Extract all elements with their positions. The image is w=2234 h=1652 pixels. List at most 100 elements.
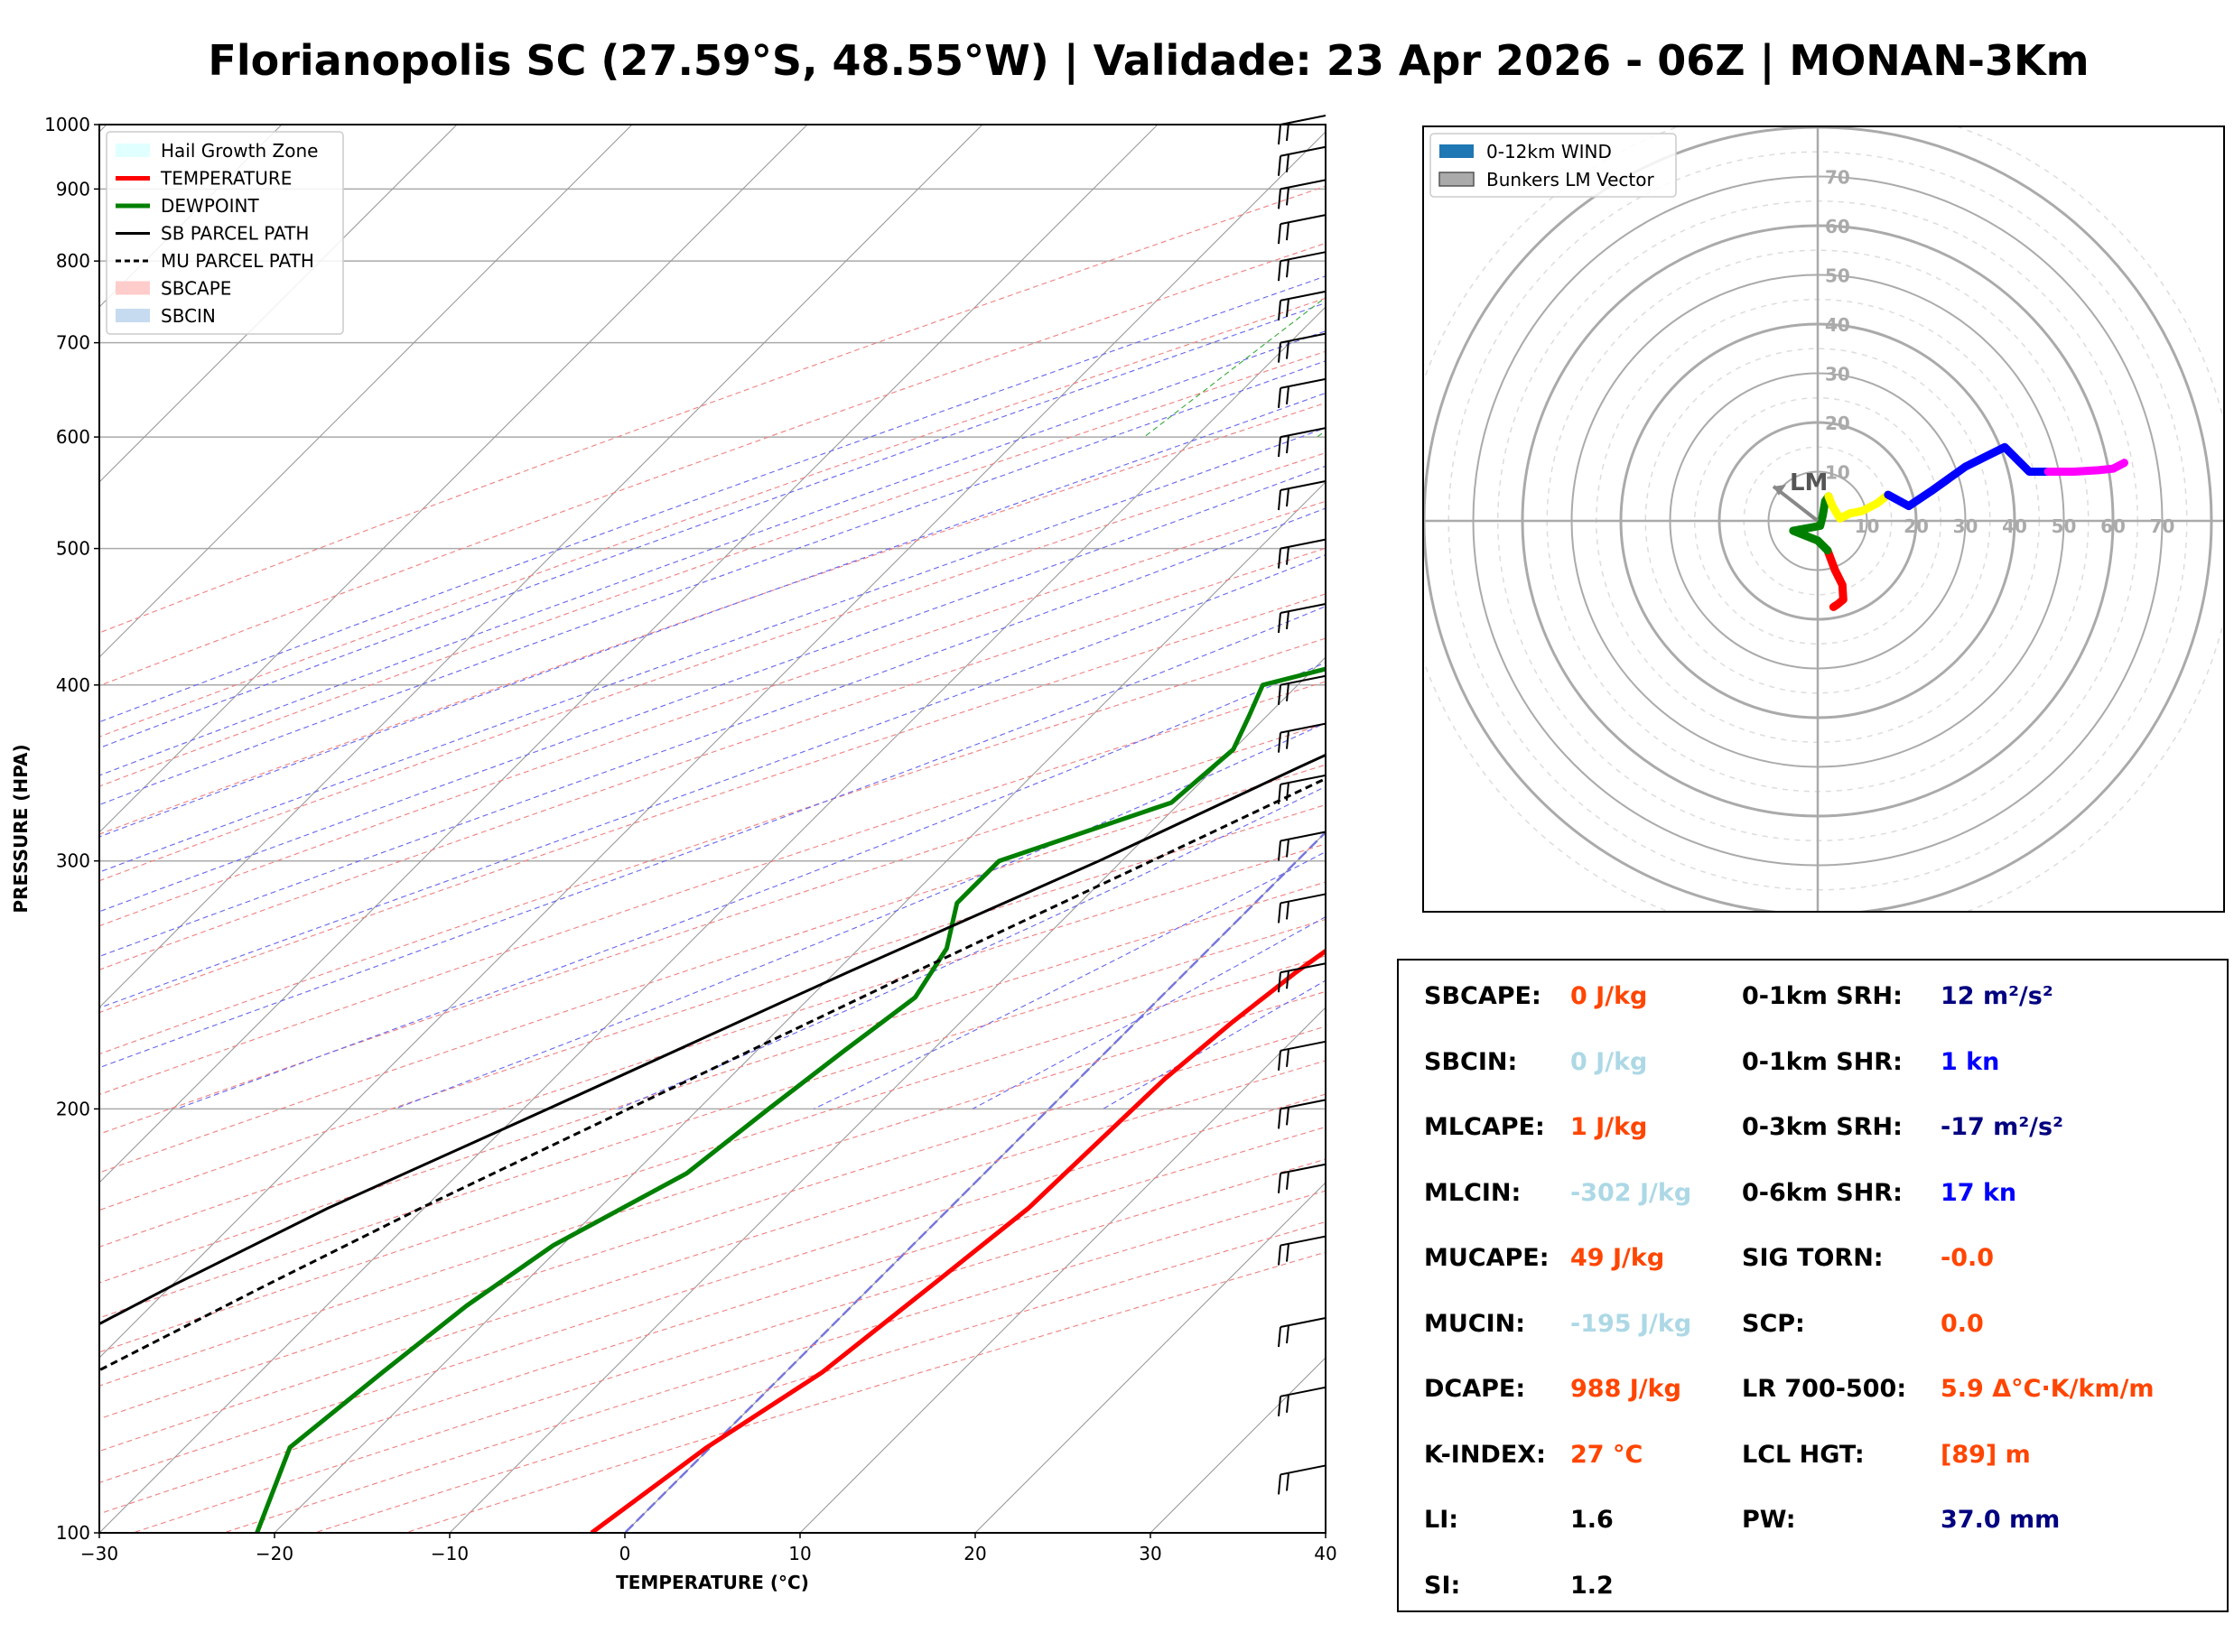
dry-adiabat — [99, 881, 1326, 1284]
wind-barb — [1278, 1386, 1326, 1416]
wind-barb — [1278, 214, 1326, 245]
hodograph-ring-label: 30 — [1825, 364, 1850, 385]
dry-adiabat — [99, 955, 1326, 1353]
legend-label: SB PARCEL PATH — [161, 223, 309, 245]
wind-barb — [1278, 1163, 1326, 1193]
temperature-tick-label: 40 — [1314, 1543, 1336, 1564]
stat-label: MLCIN: — [1424, 1178, 1522, 1207]
skewt-xlabel: TEMPERATURE (°C) — [616, 1572, 809, 1593]
freezing-isotherm — [624, 831, 1326, 1533]
isotherm — [99, 125, 808, 833]
legend-label: 0-12km WIND — [1486, 141, 1612, 162]
stat-value: 988 J/kg — [1570, 1375, 1681, 1403]
wind-barb — [1278, 179, 1326, 209]
bunkers-lm-label: LM — [1790, 469, 1828, 497]
mixing-ratio-line — [2058, 125, 2234, 437]
isotherm — [799, 1007, 1326, 1533]
dry-adiabat — [99, 297, 1326, 738]
wind-barb — [1278, 115, 1326, 145]
moist-adiabat — [99, 427, 1326, 873]
wind-barb — [1278, 1040, 1326, 1071]
moist-adiabat — [99, 330, 1326, 776]
hodograph-segment — [1824, 490, 1893, 523]
stat-label: PW: — [1742, 1506, 1796, 1534]
stat-label: DCAPE: — [1424, 1375, 1526, 1403]
wind-barb — [1278, 831, 1326, 861]
stat-label: 0-1km SHR: — [1742, 1047, 1903, 1076]
temperature-tick-label: 20 — [963, 1543, 986, 1564]
legend-swatch — [1439, 144, 1474, 158]
hodograph-ring-label: 20 — [1825, 413, 1850, 434]
hodograph-legend — [1429, 133, 1677, 198]
pressure-tick-label: 1000 — [44, 114, 90, 135]
dry-adiabat — [99, 681, 1326, 1096]
stat-value: 5.9 Δ°C·K/km/m — [1941, 1375, 2155, 1403]
isotherm — [449, 656, 1326, 1533]
temperature-tick-label: −20 — [256, 1543, 293, 1564]
pressure-tick-label: 900 — [56, 178, 90, 200]
hodograph-ring-label: 70 — [2150, 515, 2175, 537]
dry-adiabat — [99, 242, 1326, 687]
stat-value: -195 J/kg — [1570, 1309, 1692, 1338]
hodograph-ring-label: 70 — [1825, 167, 1850, 189]
hodograph-segment — [1823, 546, 1848, 611]
wind-barb — [1278, 674, 1326, 705]
stat-value: -0.0 — [1941, 1244, 1995, 1272]
stat-value: 1 J/kg — [1570, 1113, 1648, 1141]
pressure-tick-label: 400 — [56, 674, 90, 696]
pressure-tick-label: 600 — [56, 426, 90, 448]
isotherm — [99, 306, 1326, 1533]
hodograph-ring-label: 50 — [2052, 515, 2077, 537]
dry-adiabat — [99, 185, 1326, 634]
hodograph-segment — [1789, 492, 1833, 555]
pressure-tick-label: 100 — [56, 1522, 90, 1544]
wind-barb — [1278, 1317, 1326, 1348]
wind-barb — [1278, 538, 1326, 569]
stat-value: -17 m²/s² — [1941, 1113, 2063, 1141]
hodograph-ring-label: 10 — [1825, 462, 1850, 484]
wind-barb — [1278, 251, 1326, 282]
mixing-ratio-line — [2009, 125, 2234, 437]
stat-label: MUCIN: — [1424, 1309, 1526, 1338]
stat-value: 27 °C — [1570, 1440, 1643, 1469]
skewt-ylabel: PRESSURE (HPA) — [10, 744, 32, 913]
temperature-tick-label: 30 — [1139, 1543, 1161, 1564]
wind-barb — [1278, 1235, 1326, 1266]
moist-adiabat — [395, 722, 1326, 1109]
hodograph-ring-label: 20 — [1904, 515, 1929, 537]
wind-barb — [1278, 603, 1326, 634]
skewt-frame — [98, 124, 1326, 1534]
dry-adiabat — [99, 637, 1326, 1055]
wind-barb — [1278, 332, 1326, 363]
isotherm — [99, 125, 633, 658]
legend-label: SBCAPE — [161, 278, 231, 300]
wind-barb — [1278, 1464, 1326, 1495]
dry-adiabat — [99, 350, 1326, 787]
pressure-tick-label: 800 — [56, 250, 90, 272]
chart-title: Florianopolis SC (27.59°S, 48.55°W) | Va… — [208, 36, 2090, 85]
pressure-tick-label: 200 — [56, 1098, 90, 1119]
stat-value: 49 J/kg — [1570, 1244, 1665, 1272]
stat-value: 0 J/kg — [1570, 1047, 1648, 1076]
wind-barb — [1278, 774, 1326, 804]
wind-barb — [1278, 962, 1326, 993]
hodograph-segment — [2043, 459, 2128, 476]
stat-label: SBCIN: — [1424, 1047, 1518, 1076]
wind-barb — [1278, 893, 1326, 923]
skewt-legend — [106, 131, 344, 335]
hodograph-ring-label: 10 — [1855, 515, 1880, 537]
temperature-line — [590, 948, 1326, 1533]
stat-label: SBCAPE: — [1424, 982, 1541, 1010]
moist-adiabat — [176, 662, 1326, 1109]
legend-swatch — [1438, 172, 1475, 187]
hodograph-ring-label: 40 — [1825, 314, 1850, 336]
hodograph-frame — [1422, 125, 2225, 913]
moist-adiabat — [99, 507, 1326, 958]
sb-parcel-path-line — [99, 753, 1326, 1326]
stat-value: 37.0 mm — [1941, 1506, 2061, 1534]
temperature-tick-label: 0 — [619, 1543, 631, 1564]
pressure-tick-label: 700 — [56, 332, 90, 354]
isotherm — [99, 125, 1159, 1183]
stat-label: MLCAPE: — [1424, 1113, 1545, 1141]
